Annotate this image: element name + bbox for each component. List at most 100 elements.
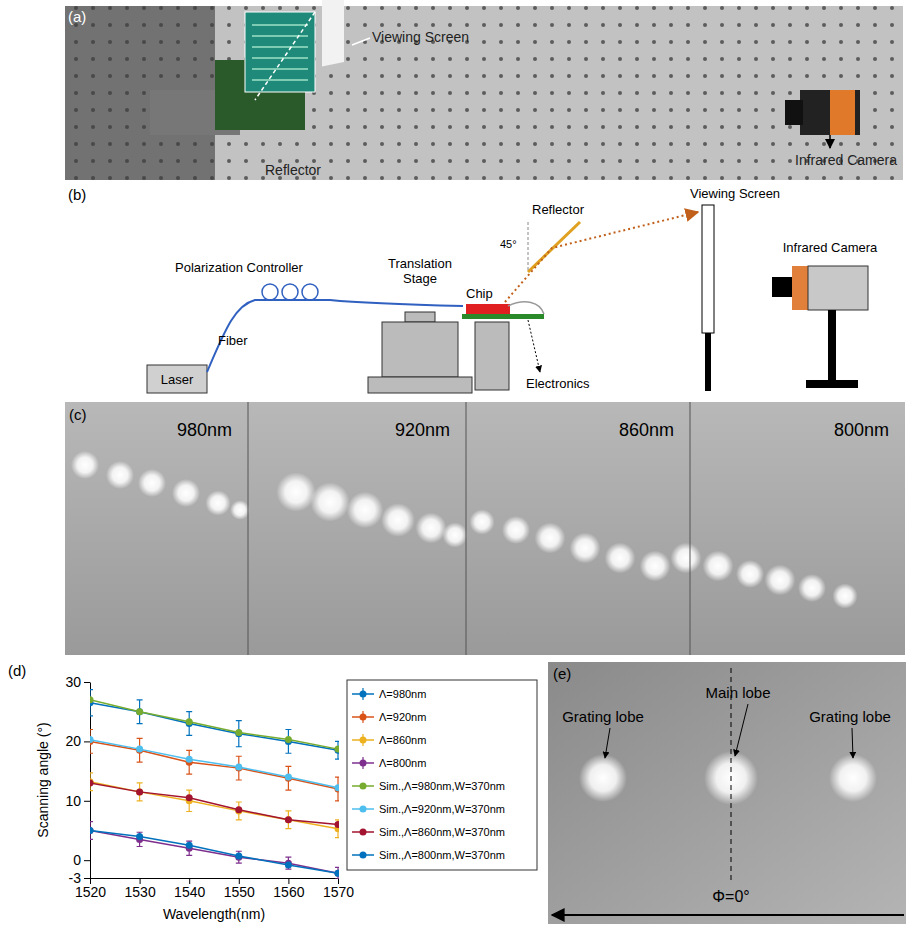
x-tick: 1540 — [174, 878, 205, 900]
photo-chip-line — [252, 79, 308, 81]
polarization-loop — [262, 284, 278, 300]
error-bar — [186, 790, 192, 811]
series-line — [90, 783, 338, 825]
error-bar — [285, 811, 291, 829]
point — [186, 756, 193, 763]
inset-pointer — [255, 12, 315, 100]
camera-base — [806, 380, 858, 388]
x-tick: 1570 — [323, 878, 354, 900]
error-bar — [285, 766, 291, 790]
tick-label: 1550 — [224, 884, 255, 900]
beam-spot — [736, 560, 764, 588]
label: Reflector — [265, 162, 321, 178]
label: Infrared Camera — [795, 152, 897, 168]
error-bar — [335, 741, 339, 759]
photo-chip-line — [252, 24, 308, 26]
legend-marker — [360, 714, 367, 721]
label: Chip — [466, 286, 493, 301]
point — [235, 806, 242, 813]
pointer — [352, 38, 370, 45]
beam-spot — [671, 543, 702, 574]
tick-label: 1520 — [75, 884, 106, 900]
point — [90, 827, 94, 834]
panel-a: (a)Viewing ScreenInfrared CameraReflecto… — [65, 0, 903, 180]
panel-letter: (b) — [68, 186, 86, 203]
error-bar — [186, 750, 192, 774]
wire — [508, 302, 544, 314]
stage-body — [382, 322, 458, 377]
point — [90, 736, 94, 743]
error-bar — [285, 857, 291, 869]
error-bar — [186, 841, 192, 855]
beam-spot — [640, 551, 671, 582]
error-bar — [236, 756, 242, 780]
legend-marker — [360, 691, 367, 698]
polarization-loop — [302, 284, 318, 300]
point — [285, 736, 292, 743]
beam-spot — [138, 469, 166, 497]
chip-holder — [475, 322, 509, 390]
point — [136, 788, 143, 795]
point — [285, 816, 292, 823]
legend-marker — [360, 829, 367, 836]
error-bar — [137, 783, 143, 801]
point — [335, 870, 340, 877]
y-tick: 20 — [65, 733, 90, 749]
tick-label: -3 — [69, 870, 82, 886]
label: 980nm — [177, 420, 232, 440]
series-line — [90, 782, 338, 829]
chip — [466, 304, 510, 314]
board — [462, 314, 544, 319]
lobe-spot — [579, 754, 627, 802]
photo-screen — [322, 0, 344, 67]
error-bar — [186, 712, 192, 736]
legend-label: Λ=800nm — [379, 757, 426, 769]
divider — [690, 402, 691, 655]
label: Reflector — [532, 202, 585, 217]
point — [136, 708, 143, 715]
label: 45° — [500, 238, 517, 250]
error-bar — [236, 802, 242, 820]
laser-box — [147, 365, 207, 393]
beam-spot — [703, 551, 734, 582]
point — [136, 788, 143, 795]
panel-c: (c)980nm920nm860nm800nm — [65, 402, 905, 655]
error-bar — [285, 730, 291, 754]
axis-title: Scanning angle (°) — [35, 722, 51, 837]
error-bar — [335, 820, 339, 838]
camera-lens — [772, 277, 792, 297]
error-bar — [137, 700, 143, 724]
error-bar — [90, 690, 93, 716]
polarization-loop — [282, 284, 298, 300]
divider — [248, 402, 249, 655]
beam-spot — [416, 513, 447, 544]
error-bar — [335, 777, 339, 801]
error-bar — [90, 730, 93, 754]
beam-spot — [798, 574, 826, 602]
point — [186, 718, 193, 725]
beam-spot — [502, 516, 530, 544]
x-tick: 1550 — [224, 878, 255, 900]
screen-stand — [705, 333, 711, 391]
legend-marker — [360, 852, 367, 859]
figure: (a)Viewing ScreenInfrared CameraReflecto… — [0, 0, 912, 926]
tick-label: 10 — [65, 793, 81, 809]
point — [186, 794, 193, 801]
point — [186, 842, 193, 849]
photo-camera — [800, 90, 860, 135]
photo-chip-line — [252, 57, 308, 59]
beam-spot — [442, 522, 467, 547]
legend-marker — [360, 737, 367, 744]
label: Laser — [161, 372, 194, 387]
label: Grating lobe — [562, 708, 644, 725]
beam-spot — [347, 492, 383, 528]
stage-base — [368, 377, 472, 393]
pointer — [829, 135, 831, 148]
point — [136, 708, 143, 715]
label: 920nm — [395, 420, 450, 440]
beam-spot — [310, 482, 349, 521]
beam-spot — [535, 523, 566, 554]
tick-label: 1570 — [323, 884, 354, 900]
legend-label: Λ=920nm — [379, 711, 426, 723]
stage-knob — [405, 312, 435, 322]
